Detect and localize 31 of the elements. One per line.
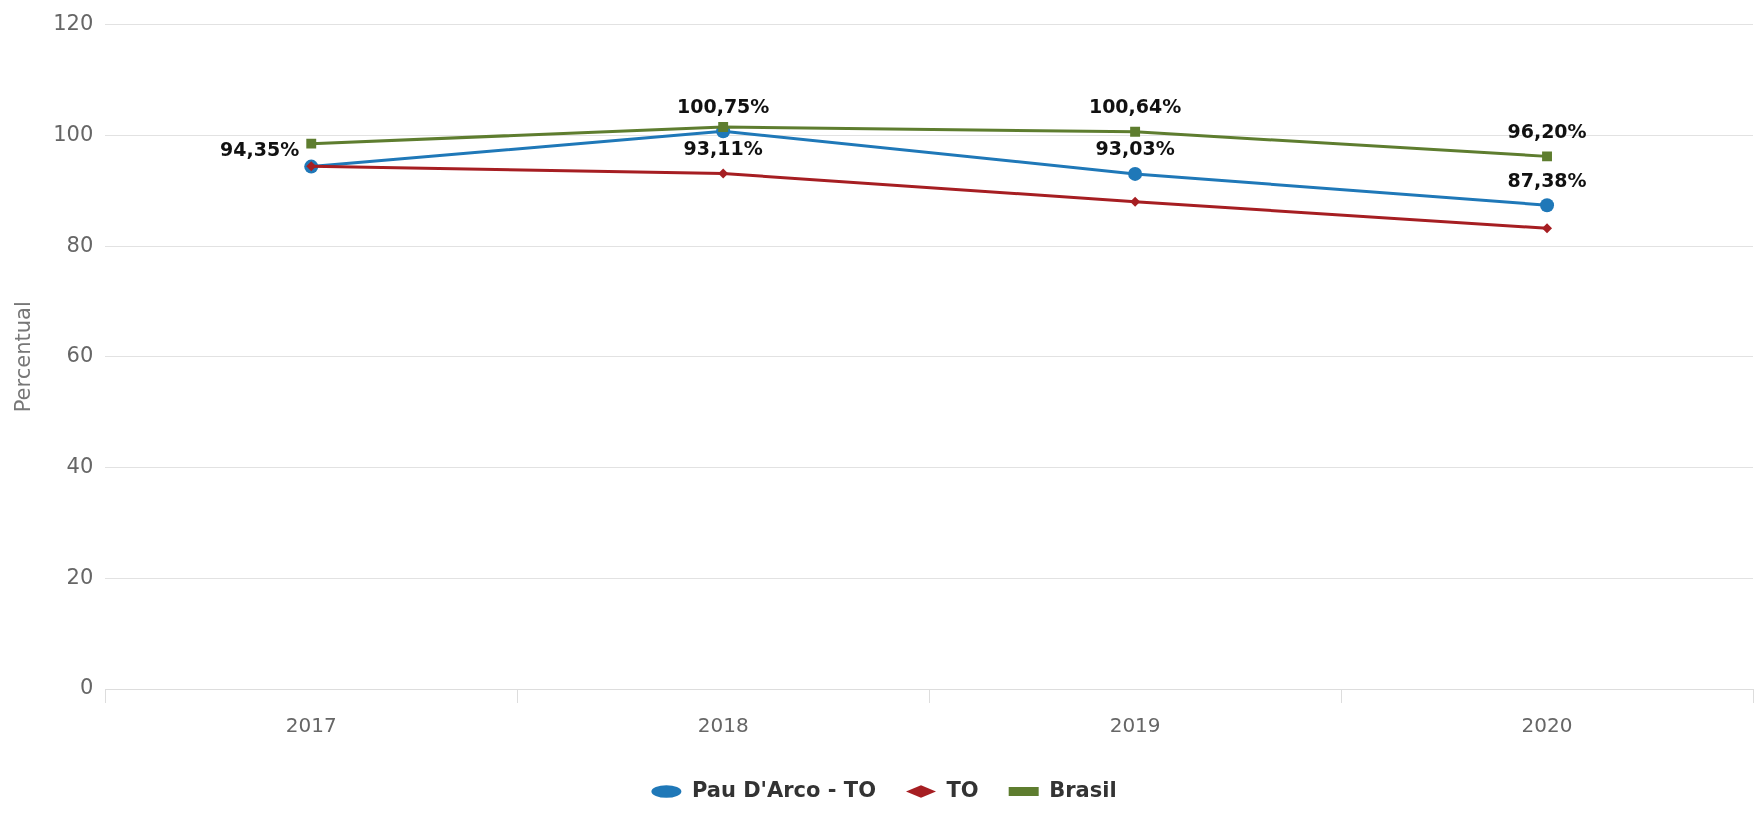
point (1542, 223, 1553, 234)
x-tick-label: 2018 (697, 713, 749, 738)
x-tick-label: 2019 (1109, 713, 1161, 738)
y-tick-label: 100 (53, 121, 94, 146)
data-label: 100,75% (677, 94, 770, 117)
data-label: 100,64% (1088, 95, 1182, 118)
x-tick-label: 2020 (1521, 713, 1573, 738)
y-tick-label: 20 (66, 564, 94, 589)
data-label: 94,35% (220, 138, 300, 161)
y-tick-label: 60 (66, 343, 94, 368)
point (1130, 126, 1141, 137)
point (718, 168, 729, 179)
legend-label: TO (946, 777, 979, 802)
legend-label: Pau D'Arco - TO (691, 777, 877, 802)
point (1542, 151, 1552, 162)
x-tick-label: 2017 (285, 713, 337, 738)
legend-label: Brasil (1049, 777, 1117, 802)
data-label: 93,11% (683, 136, 763, 159)
point (1540, 198, 1555, 213)
data-label: 96,20% (1507, 119, 1587, 142)
point (306, 138, 317, 149)
point (718, 122, 729, 132)
data-label: 93,03% (1095, 137, 1175, 160)
point (1128, 166, 1143, 181)
y-tick-label: 80 (66, 232, 94, 257)
y-tick-label: 0 (79, 675, 94, 700)
y-tick-label: 120 (53, 11, 94, 36)
point (1130, 196, 1141, 207)
data-label: 87,38% (1507, 168, 1587, 191)
y-tick-label: 40 (66, 453, 94, 478)
y-axis-title: Percentual (11, 301, 36, 413)
